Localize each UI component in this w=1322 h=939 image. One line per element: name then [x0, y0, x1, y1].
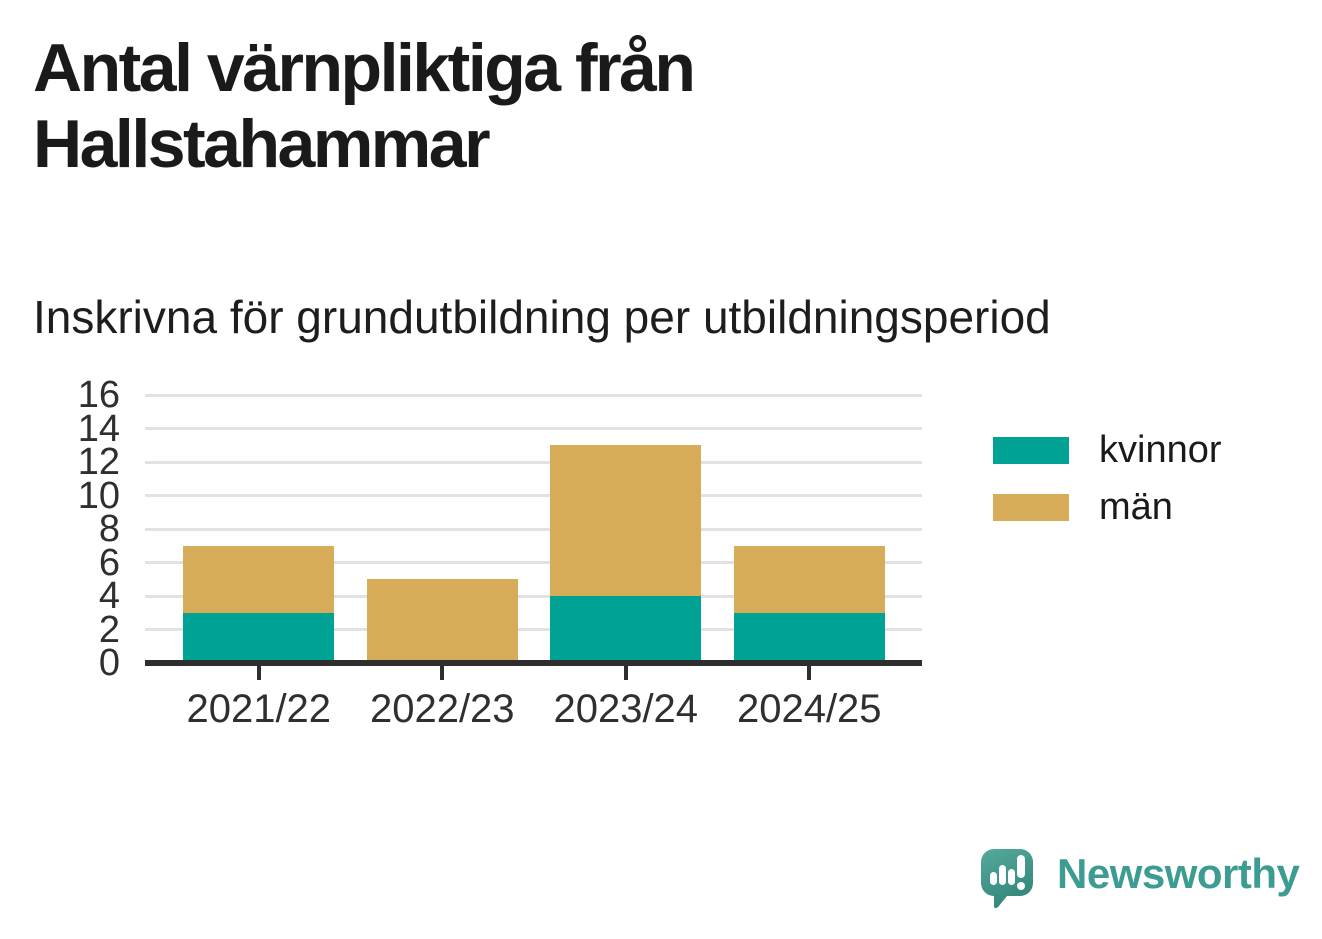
bar-segment-kvinnor	[183, 612, 335, 663]
y-axis-tick-label: 12	[77, 441, 120, 483]
gridline	[145, 561, 922, 564]
x-axis-category-label: 2024/25	[736, 687, 882, 731]
x-axis-category-label: 2023/24	[553, 687, 699, 731]
legend-item-män: män	[993, 486, 1222, 528]
brand-name: Newsworthy	[1057, 850, 1300, 897]
x-axis-tick	[807, 666, 812, 680]
legend-label: män	[1099, 486, 1173, 528]
gridline	[145, 393, 922, 397]
y-axis-tick-label: 10	[77, 474, 120, 517]
x-axis-tick	[440, 666, 445, 680]
gridline	[145, 527, 922, 531]
legend-swatch-män	[993, 494, 1069, 521]
bar-segment-män	[366, 579, 518, 663]
gridline	[145, 594, 922, 598]
legend-swatch-kvinnor	[993, 437, 1069, 464]
gridline	[145, 628, 922, 631]
y-axis-tick-label: 6	[98, 541, 120, 584]
x-axis-line	[145, 660, 922, 666]
bar-segment-män	[550, 445, 702, 596]
chart-subtitle: Inskrivna för grundutbildning per utbild…	[33, 291, 1051, 343]
bar-segment-män	[733, 545, 885, 613]
y-axis-tick-label: 16	[77, 374, 120, 416]
bar-segment-kvinnor	[550, 596, 702, 663]
newsworthy-logo-icon	[981, 849, 1033, 909]
bar-segment-kvinnor	[733, 612, 885, 663]
x-axis-tick	[256, 666, 261, 680]
bar-segment-män	[183, 545, 335, 613]
chart-title: Antal värnpliktiga från Hallstahammar	[33, 30, 696, 182]
y-axis-tick-label: 8	[98, 508, 120, 550]
brand-footer: Newsworthy	[981, 849, 1300, 909]
y-axis-tick-label: 4	[98, 575, 120, 617]
y-axis-tick-label: 2	[98, 608, 120, 651]
y-axis-tick-label: 14	[77, 407, 120, 450]
legend-item-kvinnor: kvinnor	[993, 429, 1222, 471]
legend-label: kvinnor	[1099, 429, 1222, 471]
gridline	[145, 427, 922, 430]
chart-legend: kvinnor män	[993, 429, 1222, 528]
gridline	[145, 460, 922, 464]
x-axis-category-label: 2021/22	[186, 687, 332, 731]
x-axis-category-label: 2022/23	[369, 687, 515, 731]
y-axis-tick-label: 0	[98, 642, 120, 684]
gridline	[145, 494, 922, 497]
x-axis-tick	[623, 666, 628, 680]
